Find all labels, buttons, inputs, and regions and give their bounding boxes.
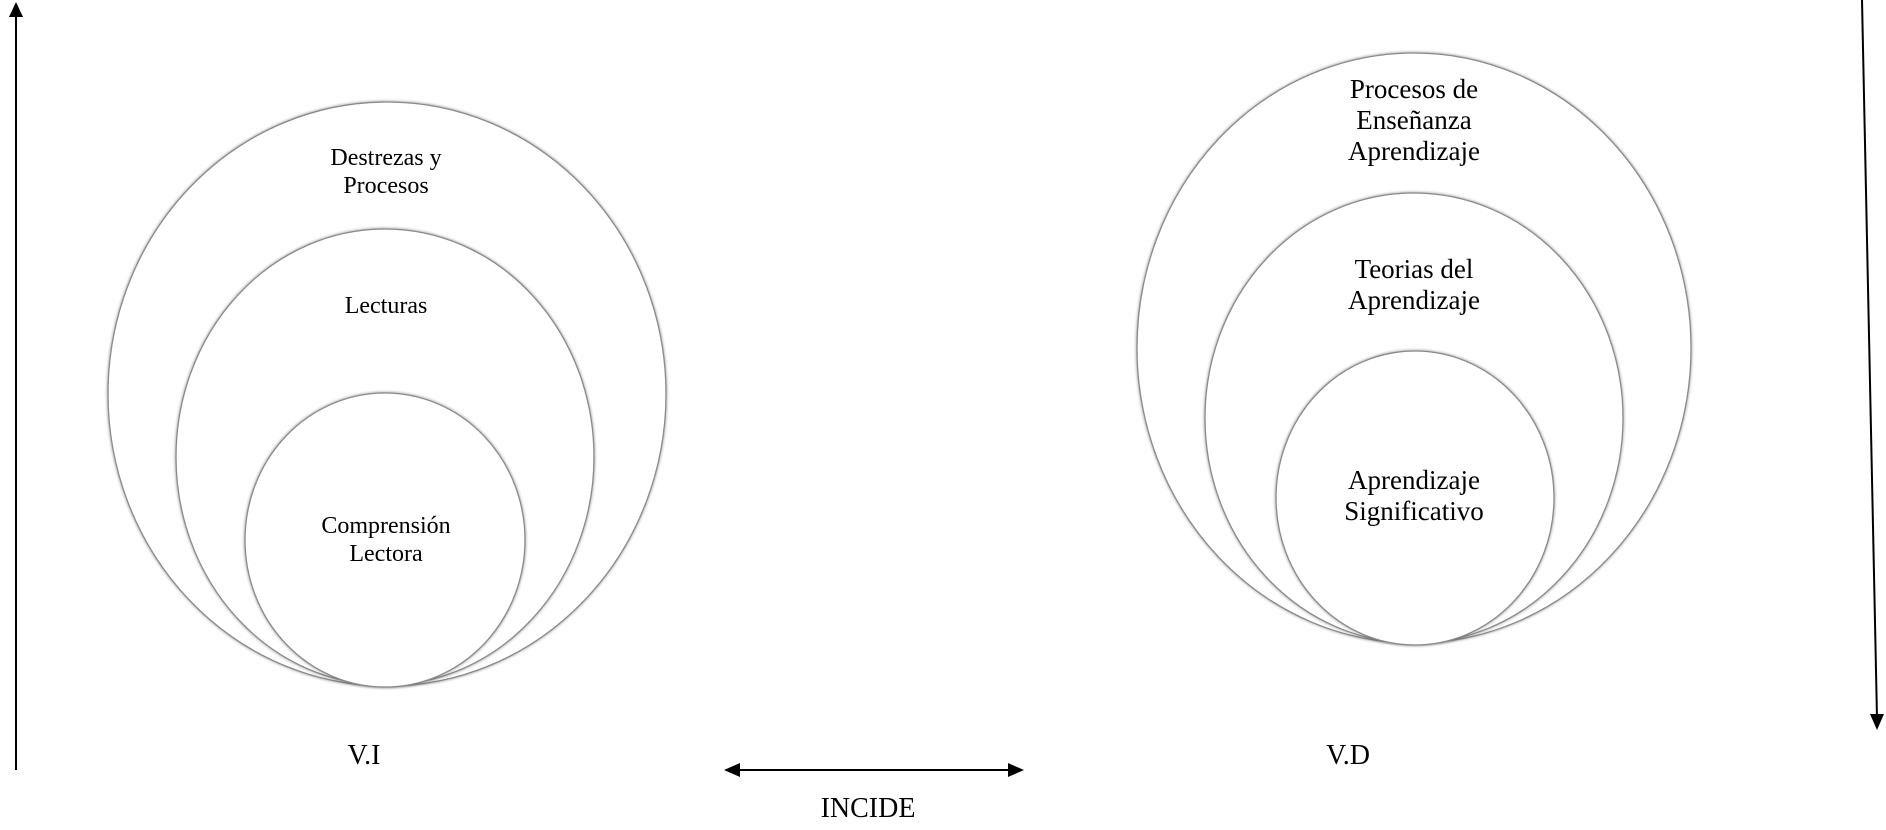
incide-label: INCIDE [820,793,916,824]
left-circle-group [106,100,668,689]
left-outer-label: Destrezas y Procesos [330,145,442,199]
right-variable-label: V.D [1326,740,1370,771]
right-outer-label: Procesos de Enseñanza Aprendizaje [1348,74,1480,167]
left-arrow-icon [724,763,740,777]
down-arrow-icon [1870,714,1884,730]
left-middle-label: Lecturas [344,293,428,319]
up-arrow-icon [9,2,23,17]
right-vertical-axis [1861,0,1878,719]
right-middle-label: Teorias del Aprendizaje [1348,254,1480,316]
right-circle-group [1135,51,1693,647]
right-inner-circle [1275,350,1555,646]
right-arrow-icon [1008,763,1024,777]
left-inner-label: Comprensión Lectora [321,513,451,567]
left-variable-label: V.I [347,740,381,771]
right-inner-label: Aprendizaje Significativo [1344,465,1484,527]
left-inner-circle [244,392,526,688]
